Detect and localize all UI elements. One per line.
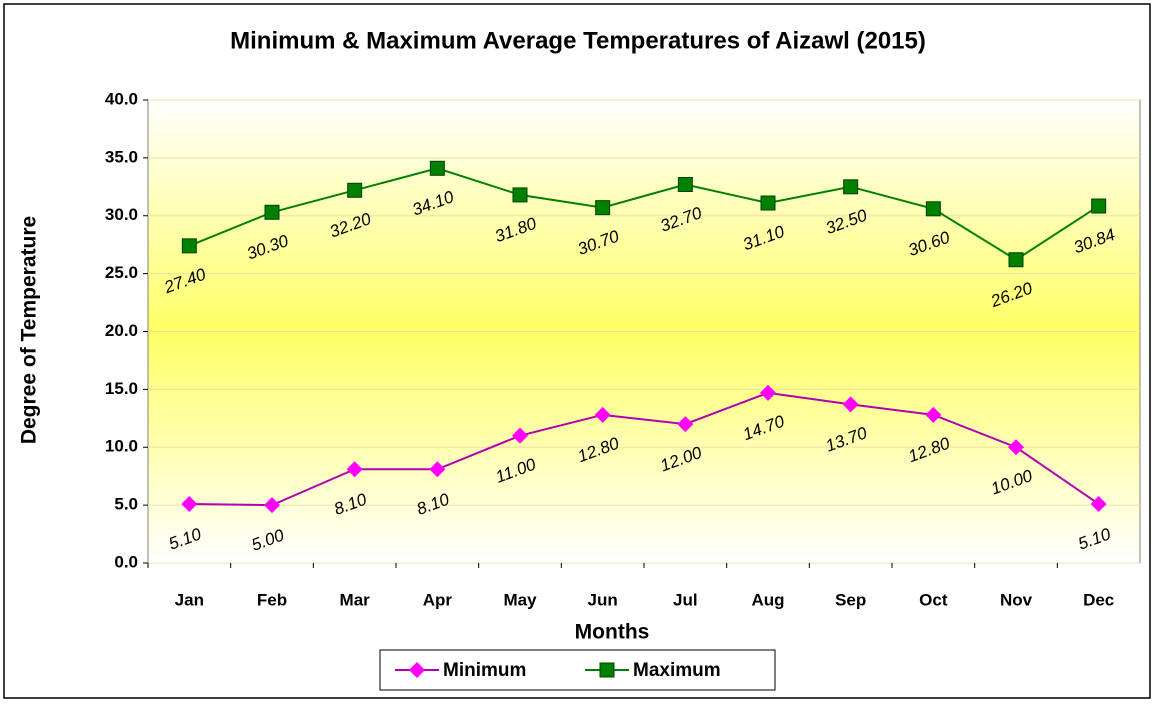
marker: [925, 406, 942, 423]
x-tick-label: Jan: [175, 590, 204, 609]
x-axis-title: Months: [575, 621, 650, 644]
y-tick-label: 30.0: [105, 205, 138, 224]
marker: [181, 238, 197, 254]
x-tick-label: Jun: [588, 590, 618, 609]
y-tick-label: 40.0: [105, 89, 138, 108]
chart-title: Minimum & Maximum Average Temperatures o…: [230, 27, 926, 54]
marker: [1091, 198, 1107, 214]
y-tick-label: 20.0: [105, 321, 138, 340]
marker: [594, 406, 611, 423]
marker: [1008, 439, 1024, 456]
x-tick-label: Dec: [1083, 590, 1114, 609]
marker: [429, 160, 445, 176]
marker: [760, 384, 776, 401]
legend: [379, 649, 776, 691]
marker: [1090, 495, 1107, 512]
marker: [512, 187, 528, 203]
y-tick-label: 5.0: [114, 495, 138, 514]
y-tick-label: 35.0: [105, 147, 138, 166]
y-tick-label: 15.0: [105, 379, 138, 398]
marker: [347, 182, 363, 198]
y-tick-label: 25.0: [105, 263, 138, 282]
marker: [1008, 252, 1024, 268]
marker: [599, 662, 615, 678]
marker: [346, 461, 363, 478]
marker: [842, 396, 859, 413]
x-tick-label: Sep: [835, 590, 866, 609]
y-tick-label: 0.0: [114, 552, 138, 571]
marker: [264, 204, 280, 220]
marker: [925, 201, 941, 217]
marker: [595, 200, 611, 216]
legend-label: Maximum: [633, 660, 721, 681]
x-tick-label: Mar: [340, 590, 371, 609]
marker: [409, 662, 425, 678]
series-line: [189, 391, 1100, 507]
x-tick-label: Nov: [1000, 590, 1033, 609]
x-tick-label: Feb: [257, 590, 287, 609]
x-tick-label: Apr: [423, 590, 453, 609]
x-tick-label: Oct: [919, 590, 948, 609]
marker: [512, 427, 528, 444]
marker: [677, 416, 694, 433]
x-tick-label: Jul: [673, 590, 698, 609]
marker: [677, 176, 693, 192]
marker: [264, 497, 280, 514]
marker: [760, 195, 776, 211]
y-axis-title: Degree of Temperature: [18, 216, 41, 444]
x-tick-label: May: [503, 590, 537, 609]
marker: [429, 461, 446, 478]
y-tick-label: 10.0: [105, 437, 138, 456]
marker: [181, 495, 198, 512]
marker: [843, 179, 859, 195]
x-tick-label: Aug: [751, 590, 784, 609]
series-line: [188, 167, 1100, 261]
legend-label: Minimum: [443, 660, 526, 681]
